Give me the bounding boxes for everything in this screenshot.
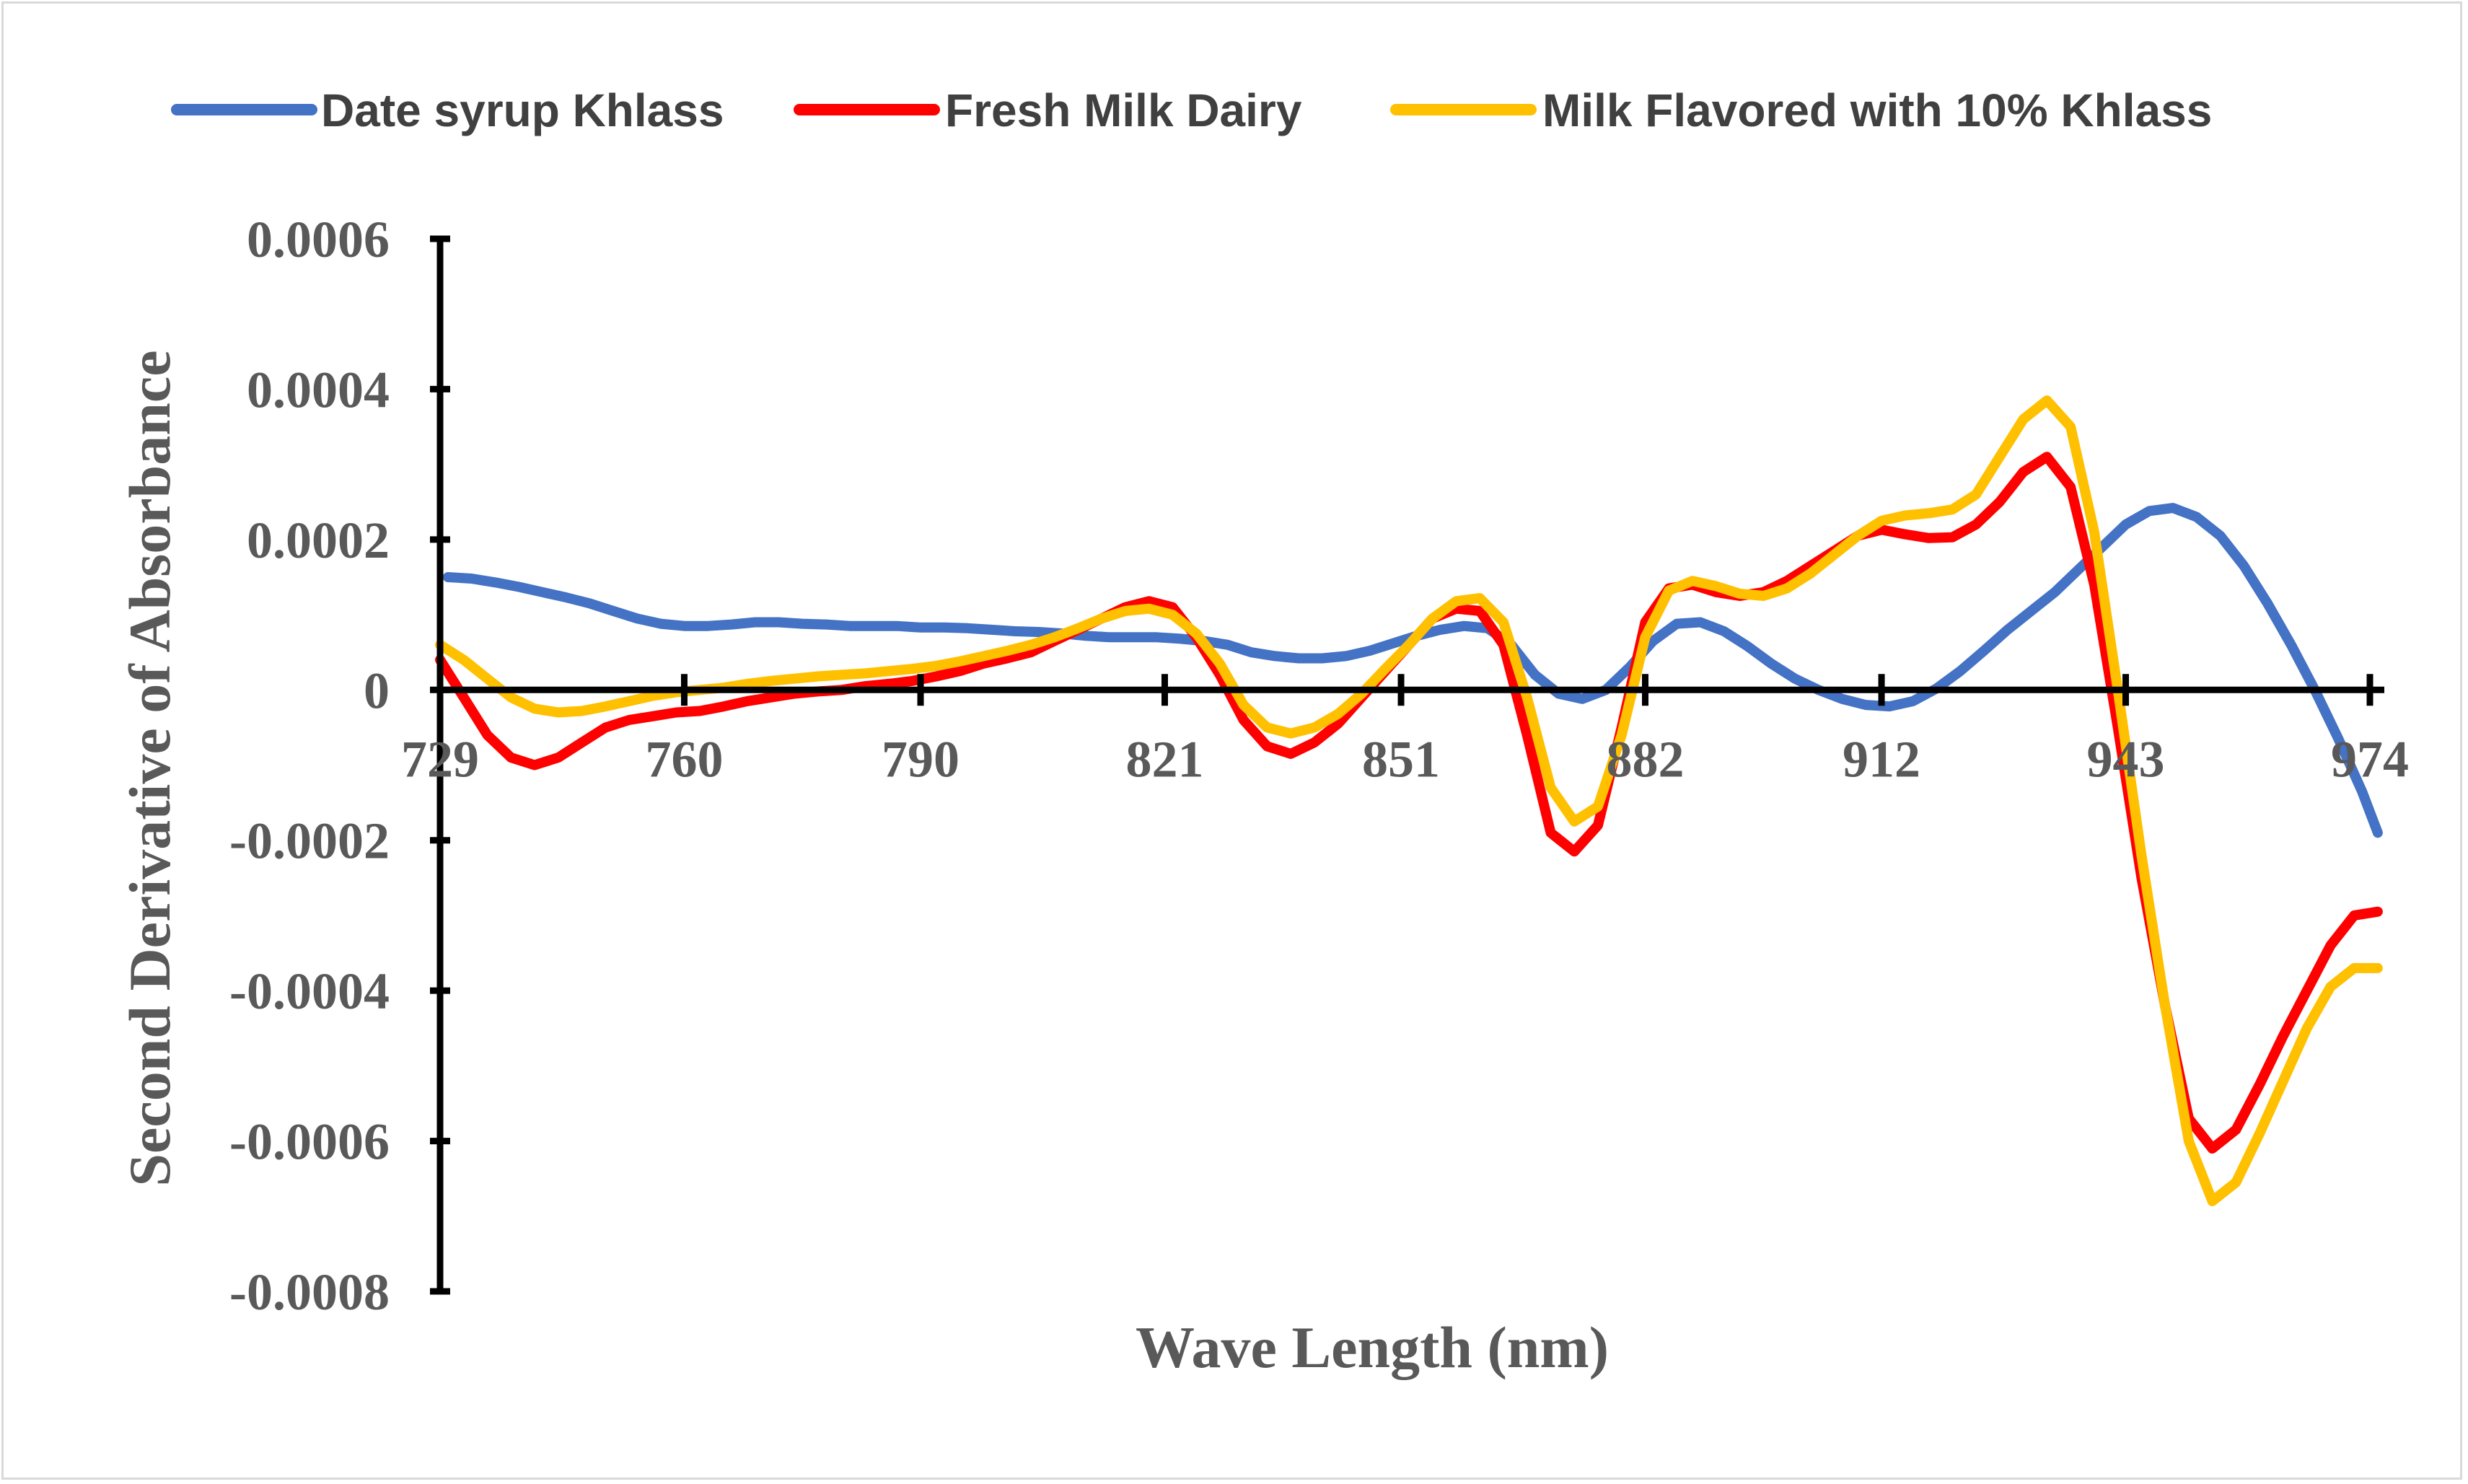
x-tick-label: 821 [1125, 730, 1203, 788]
series-line-3 [435, 395, 2383, 1206]
legend: Date syrup Khlass Fresh Milk Dairy Milk Fl… [171, 84, 2212, 136]
x-tick-label: 943 [2087, 730, 2165, 788]
y-tick-label: -0.0002 [229, 812, 390, 870]
y-tick-label: -0.0004 [229, 962, 390, 1020]
y-tick-label: 0.0004 [247, 361, 390, 418]
x-tick-label: 851 [1362, 730, 1440, 788]
series-layer [435, 395, 2383, 1206]
y-tick-label: 0.0006 [247, 211, 390, 268]
x-tick-label: 974 [2331, 730, 2409, 788]
axes-layer [436, 239, 2384, 1291]
legend-label-3: Milk Flavored with 10% Khlass [1542, 84, 2212, 136]
y-axis-title: Second Derivative of Absorbance [117, 350, 183, 1186]
x-tick-label: 729 [401, 730, 479, 788]
y-tick-label: 0 [364, 662, 390, 719]
x-tick-label: 790 [882, 730, 959, 788]
legend-label-2: Fresh Milk Dairy [945, 84, 1302, 136]
series-line-2 [435, 452, 2383, 1154]
ticks-layer: 0.0006 0.0004 0.0002 0 -0.0002 -0.0004 -0.0006… [229, 211, 2409, 1321]
x-axis-title: Wave Length (nm) [1136, 1314, 1609, 1380]
y-tick-label: -0.0008 [229, 1263, 390, 1321]
x-tick-label: 912 [1843, 730, 1920, 788]
y-tick-label: -0.0006 [229, 1113, 390, 1171]
legend-label-1: Date syrup Khlass [321, 84, 724, 136]
y-tick-label: 0.0002 [247, 512, 390, 569]
x-tick-label: 760 [645, 730, 723, 788]
x-tick-label: 882 [1607, 730, 1685, 788]
